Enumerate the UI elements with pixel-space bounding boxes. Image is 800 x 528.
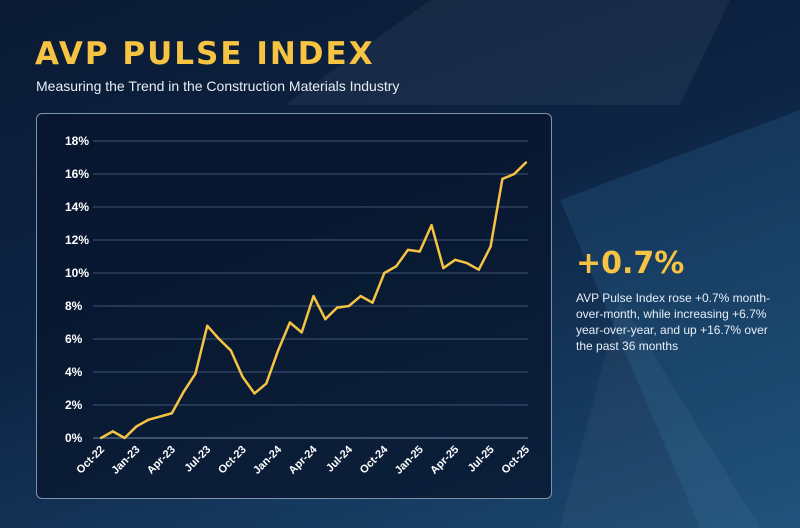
data-point <box>99 436 103 440</box>
y-tick-label: 14% <box>65 200 89 214</box>
data-point <box>147 418 150 422</box>
chart-panel: 0% 2% 4% 6% 8% 10% 12% 14% 16% 18% Oct-22 Jan-23 Apr… <box>36 113 552 499</box>
data-point <box>453 258 457 261</box>
y-tick-label: 12% <box>65 233 89 247</box>
data-point <box>324 318 327 321</box>
x-tick-label: Oct-22 <box>74 444 107 477</box>
data-point <box>170 412 174 415</box>
y-tick-label: 6% <box>65 332 83 346</box>
x-tick-label: Jul-24 <box>324 443 356 475</box>
y-tick-label: 4% <box>65 365 83 379</box>
x-tick-label: Oct-25 <box>499 444 532 477</box>
data-point <box>465 261 469 265</box>
x-tick-label: Apr-24 <box>286 443 320 477</box>
data-point <box>489 245 492 248</box>
data-point <box>253 392 256 395</box>
data-point <box>524 161 528 164</box>
x-tick-label: Jul-23 <box>182 444 213 475</box>
data-point <box>501 177 504 181</box>
data-point <box>300 331 303 334</box>
x-tick-label: Jan-24 <box>251 443 285 477</box>
page-subtitle: Measuring the Trend in the Construction … <box>36 78 400 94</box>
data-point <box>477 268 480 271</box>
page-title: AVP PULSE INDEX <box>35 36 375 72</box>
data-point <box>217 337 221 341</box>
data-point <box>430 223 433 227</box>
x-tick-label: Jul-25 <box>466 444 497 475</box>
data-point <box>394 265 398 268</box>
data-point <box>182 390 185 393</box>
data-point <box>371 301 374 304</box>
series-line-avp-pulse-index <box>100 161 527 440</box>
data-point <box>135 425 138 428</box>
x-tick-label: Apr-23 <box>145 444 178 477</box>
callout-description: AVP Pulse Index rose +0.7% month-over-mo… <box>576 291 770 353</box>
data-point <box>335 306 339 309</box>
y-tick-label: 18% <box>65 134 89 148</box>
x-tick-label: Oct-24 <box>358 443 391 476</box>
x-tick-label: Jan-25 <box>393 444 426 477</box>
data-point <box>359 294 362 298</box>
data-point <box>123 436 126 440</box>
data-point <box>206 324 209 327</box>
data-point <box>406 248 410 252</box>
data-point <box>276 349 280 352</box>
line-chart: 0%2%4%6%8%10%12%14%16%18%Oct-22 Jan-23 Apr… <box>65 134 532 477</box>
y-tick-label: 8% <box>65 299 83 313</box>
data-point <box>418 250 421 253</box>
data-point <box>194 372 197 375</box>
y-tick-label: 10% <box>65 266 89 280</box>
data-point <box>229 349 233 352</box>
x-tick-label: Apr-25 <box>428 444 461 477</box>
data-point <box>265 382 268 385</box>
data-point <box>288 321 292 324</box>
data-point <box>158 415 162 418</box>
data-point <box>241 375 244 379</box>
data-point <box>442 266 445 270</box>
data-point <box>512 172 516 176</box>
data-point <box>312 294 315 298</box>
data-point <box>111 430 115 433</box>
y-tick-label: 0% <box>65 431 83 445</box>
data-point <box>383 271 386 275</box>
monthly-change-value: +0.7% <box>576 246 685 281</box>
x-tick-label: Jan-23 <box>109 444 142 477</box>
y-tick-label: 16% <box>65 167 89 181</box>
data-point <box>347 304 351 308</box>
x-tick-label: Oct-23 <box>216 444 249 477</box>
y-tick-label: 2% <box>65 398 83 412</box>
